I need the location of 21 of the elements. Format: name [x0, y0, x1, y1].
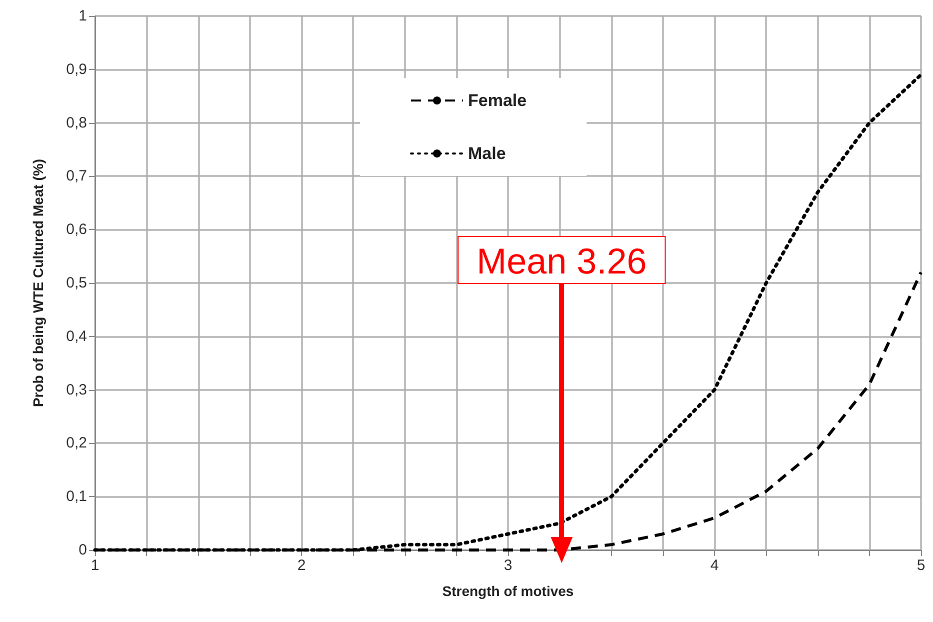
y-tick-label: 0,3	[66, 381, 87, 398]
y-tick-label: 0,5	[66, 274, 87, 292]
y-tick-label: 0,8	[66, 114, 87, 132]
x-tick-label: 5	[916, 557, 926, 574]
y-tick-label: 0,7	[66, 168, 87, 185]
x-tick-label: 2	[297, 557, 306, 574]
y-tick-label: 0,9	[66, 60, 87, 78]
y-tick-label: 0	[78, 542, 87, 558]
y-axis-title: Prob of being WTE Cultured Meat (%)	[30, 158, 46, 408]
x-tick-label: 4	[710, 557, 719, 574]
x-axis-title: Strength of motives	[442, 583, 574, 599]
y-tick-label: 0,1	[66, 488, 87, 506]
x-tick-label: 1	[90, 557, 100, 574]
y-tick-label: 1	[78, 8, 87, 24]
x-tick-label: 3	[504, 557, 512, 574]
legend-label: Male	[468, 144, 506, 163]
annotation: Mean 3.26	[476, 240, 647, 282]
y-tick-label: 0,4	[66, 328, 87, 345]
y-tick-label: 0,6	[66, 221, 87, 238]
y-tick-label: 0,2	[66, 434, 87, 452]
legend-label: Female	[468, 91, 527, 110]
